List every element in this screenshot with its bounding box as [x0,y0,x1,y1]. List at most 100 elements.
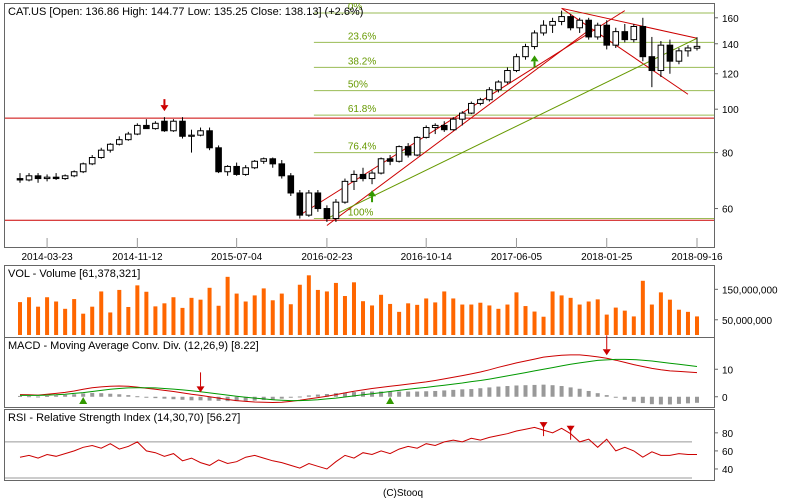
volume-bar [613,307,618,335]
candle-body [440,124,448,131]
macd-histogram-bar [153,396,158,399]
macd-lines: 0 10 [18,335,734,405]
candle-body [215,147,222,173]
candle-body [323,208,331,220]
macd-histogram-bar [315,394,320,397]
price-panel-frame [4,3,715,248]
volume-bar [261,288,266,335]
macd-histogram-bar [442,390,447,397]
macd-histogram-bar [108,393,113,397]
volume-bar [288,304,293,335]
price-x-tick-label: 2014-03-23 [22,252,74,263]
macd-histogram-bar [559,386,564,397]
candle-body [684,47,692,52]
volume-bar [433,302,438,335]
candle-body [630,25,638,41]
macd-histogram-bar [270,396,275,400]
price-y-tick-label: 140 [722,40,739,51]
macd-title: MACD - Moving Average Conv. Div. (12,26,… [8,340,259,352]
macd-histogram-bar [415,391,420,397]
volume-bar [306,275,311,335]
macd-histogram-bar [496,386,501,397]
macd-histogram-bar [685,396,690,404]
volume-bar [315,289,320,335]
candle-body [377,158,385,174]
volume-bar [505,304,510,335]
macd-y-tick-label: 0 [722,393,728,404]
macd-histogram-bar [550,385,555,397]
fib-level-label: 50% [348,80,368,91]
macd-histogram-bar [361,391,366,397]
volume-bar [487,305,492,335]
macd-histogram-bar [279,396,284,399]
macd-histogram-bar [631,396,636,402]
macd-histogram-bar [252,396,257,401]
macd-histogram-bar [18,395,22,397]
volume-bar [297,284,302,335]
macd-histogram-bar [586,390,591,397]
volume-bar [640,280,645,335]
candle-body [558,16,565,22]
rsi-y-tick-label: 60 [722,447,734,458]
macd-buy-arrow [79,397,88,404]
candle-body [170,120,177,132]
candle-body [657,44,665,72]
candle-body [134,124,141,135]
macd-histogram-bar [649,396,654,405]
volume-bar [45,297,50,335]
volume-bar [604,314,609,335]
volume-title: VOL - Volume [61,378,321] [8,268,140,280]
volume-bar [225,276,230,335]
macd-histogram-bar [397,391,402,397]
fib-level-label: 61.8% [348,104,376,115]
candle-body [675,50,683,62]
candle-body [603,24,611,46]
macd-histogram-bar [306,395,311,397]
macd-histogram-bar [207,396,212,401]
volume-y-tick-label: 50,000,000 [722,316,772,327]
macd-line [19,354,698,404]
candle-body [206,130,213,149]
volume-bar [442,291,447,335]
macd-histogram-bar [81,393,86,397]
volume-bar [207,287,212,335]
macd-histogram-bar [676,396,681,404]
macd-histogram-bar [54,395,59,397]
candle-body [278,163,286,177]
macd-histogram-bar [72,394,77,397]
volume-bar [153,306,158,335]
price-x-tick-label: 2015-07-04 [211,252,263,263]
macd-histogram-bar [451,389,456,397]
volume-bar [36,306,41,335]
macd-sell-arrow [196,386,205,393]
volume-bar [117,289,122,335]
candle-body [449,118,457,131]
volume-bar [469,304,474,335]
rsi-y-tick-label: 80 [722,429,734,440]
rsi-panel-frame [4,409,715,481]
candle-body [25,175,33,181]
fib-level-label: 23.6% [348,31,376,42]
volume-bar [388,303,393,335]
candle-body [486,89,493,101]
macd-histogram-bar [99,393,104,397]
volume-bar [514,292,519,335]
wedge-upper-line [561,7,698,39]
candle-body [431,124,439,129]
volume-bar [72,299,77,335]
volume-bar [18,302,22,335]
candle-body [70,171,78,177]
candle-body [522,46,529,58]
price-overlays: 0% 23.6% 38.2% 50% 61.8% 76.4% 100% [5,2,714,226]
macd-histogram-bar [424,391,429,397]
candle-body [251,160,258,169]
buy-signal-arrow [530,55,539,62]
volume-bar [198,299,203,335]
price-x-tick-label: 2018-09-16 [671,252,723,263]
volume-bar [270,300,275,335]
volume-bar [171,297,176,335]
volume-bar [406,303,411,335]
volume-bar [676,309,681,335]
candle-body [188,134,195,137]
